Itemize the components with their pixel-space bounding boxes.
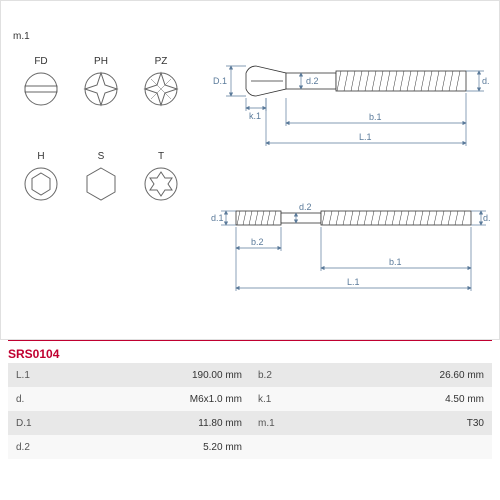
dim-b1: b.1 [369, 112, 382, 122]
dim-b2b: b.2 [251, 237, 264, 247]
table-row: d.2 5.20 mm [8, 435, 492, 459]
spec-value: 190.00 mm [108, 363, 250, 387]
drive-icon-fd [23, 71, 59, 107]
spec-label: m.1 [250, 411, 350, 435]
dim-k1: k.1 [249, 111, 261, 121]
spec-label: k.1 [250, 387, 350, 411]
spec-value: 5.20 mm [108, 435, 250, 459]
drive-icon-t [143, 166, 179, 202]
drive-label-fd: FD [21, 56, 61, 67]
drive-label-pz: PZ [141, 56, 181, 67]
spec-value: 11.80 mm [108, 411, 250, 435]
section-label: m.1 [13, 31, 30, 42]
drive-icon-pz [143, 71, 179, 107]
dim-d: d. [482, 76, 490, 86]
drive-icon-ph [83, 71, 119, 107]
dim-b1b: b.1 [389, 257, 402, 267]
drive-label-ph: PH [81, 56, 121, 67]
spec-label [250, 435, 350, 459]
dim-db: d. [483, 213, 491, 223]
screw-bottom-drawing: d.1 d.2 d. b.2 b.1 L.1 [211, 196, 491, 326]
dim-D1: D.1 [213, 76, 227, 86]
spec-label: b.2 [250, 363, 350, 387]
spec-value: 26.60 mm [350, 363, 492, 387]
dim-d2b: d.2 [299, 202, 312, 212]
table-row: L.1 190.00 mm b.2 26.60 mm [8, 363, 492, 387]
spec-label: d. [8, 387, 108, 411]
screw-top-drawing: D.1 d.2 d. k.1 b.1 L.1 [211, 31, 491, 171]
dim-L1: L.1 [359, 132, 372, 142]
drive-icon-s [83, 166, 119, 202]
drive-label-t: T [141, 151, 181, 162]
spec-value: T30 [350, 411, 492, 435]
dim-d2: d.2 [306, 76, 319, 86]
dim-d1b: d.1 [211, 213, 224, 223]
diagram-area: m.1 FD PH PZ H S T [0, 0, 500, 340]
spec-table: L.1 190.00 mm b.2 26.60 mm d. M6x1.0 mm … [8, 363, 492, 459]
part-number: SRS0104 [0, 341, 500, 363]
spec-label: d.2 [8, 435, 108, 459]
spec-label: D.1 [8, 411, 108, 435]
drive-icon-h [23, 166, 59, 202]
dim-L1b: L.1 [347, 277, 360, 287]
table-row: d. M6x1.0 mm k.1 4.50 mm [8, 387, 492, 411]
spec-value: 4.50 mm [350, 387, 492, 411]
table-row: D.1 11.80 mm m.1 T30 [8, 411, 492, 435]
spec-label: L.1 [8, 363, 108, 387]
drive-label-h: H [21, 151, 61, 162]
drive-label-s: S [81, 151, 121, 162]
spec-value [350, 435, 492, 459]
spec-value: M6x1.0 mm [108, 387, 250, 411]
